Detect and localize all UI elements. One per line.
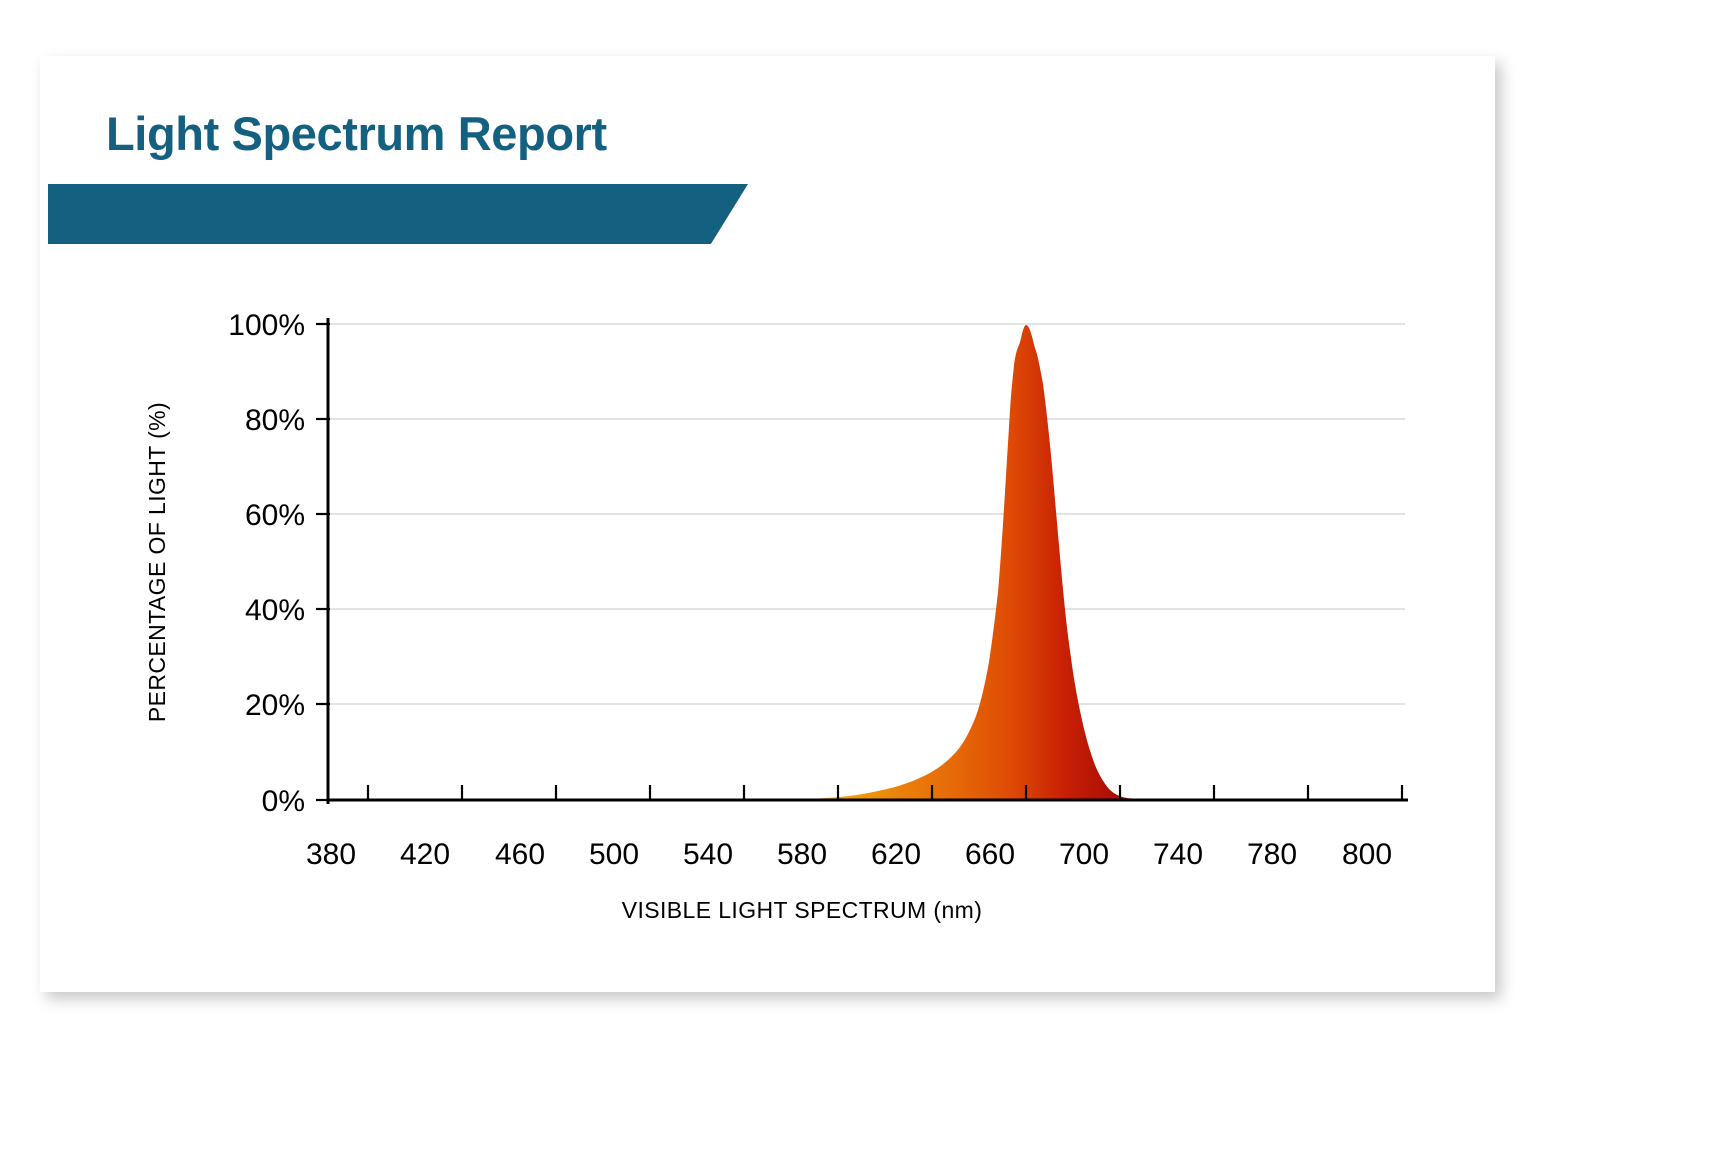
y-axis-title: PERCENTAGE OF LIGHT (%) [144,402,170,722]
spectrum-chart-svg: 100% 80% 60% 40% 20% 0% [144,309,1408,923]
spectrum-area [792,325,1158,799]
x-tick-label: 420 [400,838,450,871]
x-tick-label: 540 [683,838,733,871]
y-tick-label: 40% [245,594,305,627]
y-tick-label: 20% [245,689,305,722]
x-axis-title: VISIBLE LIGHT SPECTRUM (nm) [622,897,983,923]
x-tick-label: 740 [1153,838,1203,871]
x-tick-label: 460 [495,838,545,871]
x-tick-label: 500 [589,838,639,871]
x-tick-label: 620 [871,838,921,871]
chart-gridlines [328,323,1405,705]
x-tick-label: 780 [1247,838,1297,871]
y-axis-ticks [316,322,330,802]
subtitle-banner [48,184,748,244]
x-axis-tick-labels: 380 420 460 500 540 580 620 660 700 740 … [306,838,1392,871]
y-tick-label: 80% [245,404,305,437]
x-tick-label: 380 [306,838,356,871]
report-card: Light Spectrum Report Twilight Red Strip… [40,56,1495,992]
x-tick-label: 580 [777,838,827,871]
page-title: Light Spectrum Report [106,107,607,160]
y-tick-label: 60% [245,499,305,532]
y-tick-label: 0% [262,785,305,818]
chart-axes [326,318,1408,804]
x-tick-label: 700 [1059,838,1109,871]
y-axis-tick-labels: 100% 80% 60% 40% 20% 0% [228,309,305,818]
x-tick-label: 800 [1342,838,1392,871]
x-tick-label: 660 [965,838,1015,871]
y-tick-label: 100% [228,309,305,342]
spectrum-chart: 100% 80% 60% 40% 20% 0% [40,56,1495,992]
subtitle-label: Twilight Red Strip Light [205,505,569,542]
x-axis-ticks [366,785,1404,801]
